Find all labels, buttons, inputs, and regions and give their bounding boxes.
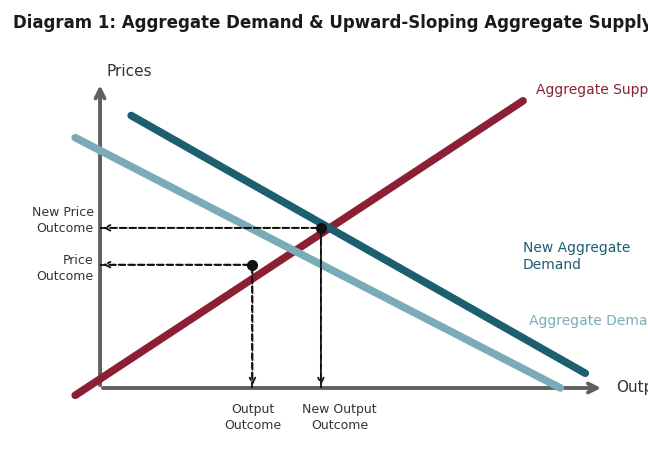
Text: Prices: Prices (106, 64, 152, 79)
Text: New Output
Outcome: New Output Outcome (302, 403, 377, 432)
Text: Price
Outcome: Price Outcome (37, 254, 94, 283)
Text: New Aggregate
Demand: New Aggregate Demand (523, 241, 631, 272)
Text: New Price
Outcome: New Price Outcome (32, 206, 94, 235)
Text: Output
Outcome: Output Outcome (224, 403, 281, 432)
Text: Aggregate Supply: Aggregate Supply (535, 83, 648, 97)
Text: Aggregate Demand: Aggregate Demand (529, 314, 648, 329)
Text: Diagram 1: Aggregate Demand & Upward-Sloping Aggregate Supply: Diagram 1: Aggregate Demand & Upward-Slo… (13, 14, 648, 32)
Text: Output: Output (616, 380, 648, 396)
